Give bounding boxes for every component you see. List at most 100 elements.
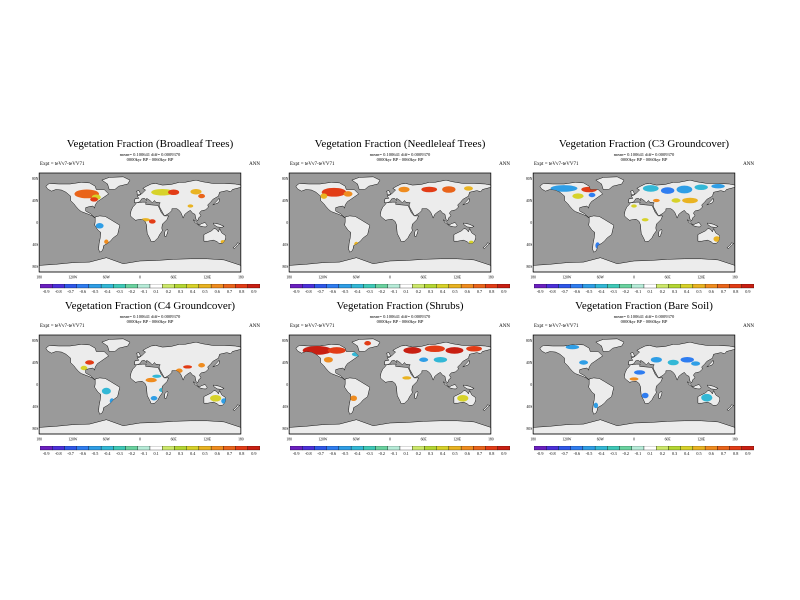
lat-tick-label: 40N <box>526 199 533 203</box>
map-frame <box>288 172 492 273</box>
color-bar-cell <box>704 446 718 451</box>
color-bar-label: 0.6 <box>215 451 220 456</box>
color-bar-cell <box>64 284 77 289</box>
lon-tick-label: 120W <box>318 437 327 441</box>
anomaly-patch <box>85 360 95 365</box>
anomaly-patch <box>433 357 448 363</box>
anomaly-patch <box>148 219 156 224</box>
color-bar-cell <box>52 284 65 289</box>
anomaly-patch <box>593 402 599 409</box>
land-africa <box>380 363 419 405</box>
land-eurasia <box>134 341 242 384</box>
color-bar-label: 0.8 <box>239 451 244 456</box>
color-bar-cell <box>290 446 303 451</box>
color-bar-label: -0.2 <box>622 289 629 294</box>
color-bar-cell <box>534 284 547 289</box>
color-bar-cell <box>448 446 462 451</box>
color-bar-cell <box>387 284 401 289</box>
anomaly-patch <box>168 189 180 195</box>
color-bar-label: 0.2 <box>166 451 171 456</box>
land-new-zealand <box>482 404 491 411</box>
lon-tick-label: 120W <box>562 437 571 441</box>
color-bar-cell <box>314 284 327 289</box>
color-bar-label: -0.3 <box>116 451 123 456</box>
lon-tick-label: 180 <box>732 437 738 441</box>
lon-tick-label: 60E <box>665 275 672 279</box>
lon-tick-label: 120E <box>453 275 461 279</box>
color-bar-cell <box>424 446 437 451</box>
land-new-guinea <box>213 384 225 390</box>
land-australia <box>203 227 226 244</box>
lat-tick-label: 40N <box>32 199 39 203</box>
color-bar-label: -0.3 <box>366 451 373 456</box>
color-bar-label: -0.2 <box>128 289 135 294</box>
color-bar-cell <box>338 446 352 451</box>
anomaly-patch <box>350 395 357 401</box>
lon-tick-label: 60W <box>597 275 605 279</box>
color-bar-cell <box>412 284 425 289</box>
lat-tick-label: 80N <box>32 177 39 181</box>
lon-tick-label: 120E <box>203 437 211 441</box>
land-greenland <box>101 338 131 352</box>
color-bar-cell <box>594 446 608 451</box>
stat-mean-diff: mean= 0.100641 diff= 0.0009370 <box>613 152 675 157</box>
color-bar-cell <box>186 284 200 289</box>
color-bar-label: 0.7 <box>227 451 232 456</box>
color-bar-label: -0.1 <box>635 289 642 294</box>
color-bar-cell <box>52 446 65 451</box>
panel-title: Vegetation Fraction (C3 Groundcover) <box>558 138 730 150</box>
color-bar-label: -0.6 <box>79 289 86 294</box>
color-bar-label: -0.8 <box>55 289 62 294</box>
land-new-guinea <box>213 222 225 228</box>
color-bar: -0.9 -0.8 -0.7 -0.6 -0.5 -0.4 -0.3 -0.2 -0.1 0.1 0… <box>290 446 510 456</box>
experiment-label: Expt = teVv7-teVV71 <box>290 162 335 167</box>
lat-tick-label: 0 <box>530 383 532 387</box>
color-bar-cell <box>717 284 730 289</box>
land-japan <box>706 359 714 368</box>
season-label: ANN <box>249 162 260 167</box>
color-bar-cell <box>631 284 645 289</box>
anomaly-patch <box>667 359 679 366</box>
anomaly-patch <box>90 197 99 202</box>
stat-mean-diff: mean= 0.100641 diff= 0.0009370 <box>613 314 675 319</box>
color-bar-label: 0.5 <box>696 289 701 294</box>
color-bar-label: -0.8 <box>549 451 556 456</box>
panel-bare-soil: Vegetation Fraction (Bare Soil) mean= 0.1… <box>526 300 760 456</box>
color-bar-label: 0.5 <box>696 451 701 456</box>
anomaly-patch <box>711 184 725 189</box>
color-bar-label: -0.1 <box>635 451 642 456</box>
color-bar-label: -0.4 <box>354 451 362 456</box>
color-bar-label: 0.8 <box>489 451 494 456</box>
anomaly-patch <box>183 365 193 369</box>
land-indonesia <box>193 219 208 228</box>
map: 80N 40N 0 40S 80S 180 120W 60W 0 60E 120E 180 <box>32 172 244 279</box>
color-bar-label: -0.3 <box>366 289 373 294</box>
color-bar-cell <box>704 284 718 289</box>
anomaly-patch <box>579 360 589 365</box>
color-bar-cell <box>473 446 486 451</box>
stat-mean-diff: mean= 0.100641 diff= 0.0009370 <box>369 152 431 157</box>
land-south-america <box>94 377 121 415</box>
color-bar-label: 0.3 <box>178 289 183 294</box>
color-bar-label: 0.7 <box>721 289 726 294</box>
panel-stats: mean= 0.100641 diff= 0.0009370 0000kyr BP… <box>284 152 516 162</box>
color-bar-cell <box>326 284 340 289</box>
color-bar-cell <box>350 284 364 289</box>
color-bar-cell <box>64 446 77 451</box>
color-bar-cell <box>741 284 754 289</box>
color-bar-label: -0.5 <box>92 451 99 456</box>
color-bar-cell <box>399 284 413 289</box>
anomaly-patch <box>80 365 88 371</box>
land-japan <box>212 197 220 206</box>
color-bar-cell <box>125 284 138 289</box>
lat-tick-label: 80N <box>282 177 289 181</box>
color-bar-cell <box>485 284 498 289</box>
anomaly-patch <box>466 346 482 352</box>
anomaly-patch <box>642 185 659 192</box>
map-frame <box>532 172 736 273</box>
anomaly-patch <box>327 347 346 354</box>
land-uk <box>386 190 391 196</box>
stat-period: 0000kyr BP - 0060kyr BP <box>376 319 424 324</box>
lat-tick-label: 0 <box>36 221 38 225</box>
color-bar-label: -0.9 <box>293 451 300 456</box>
